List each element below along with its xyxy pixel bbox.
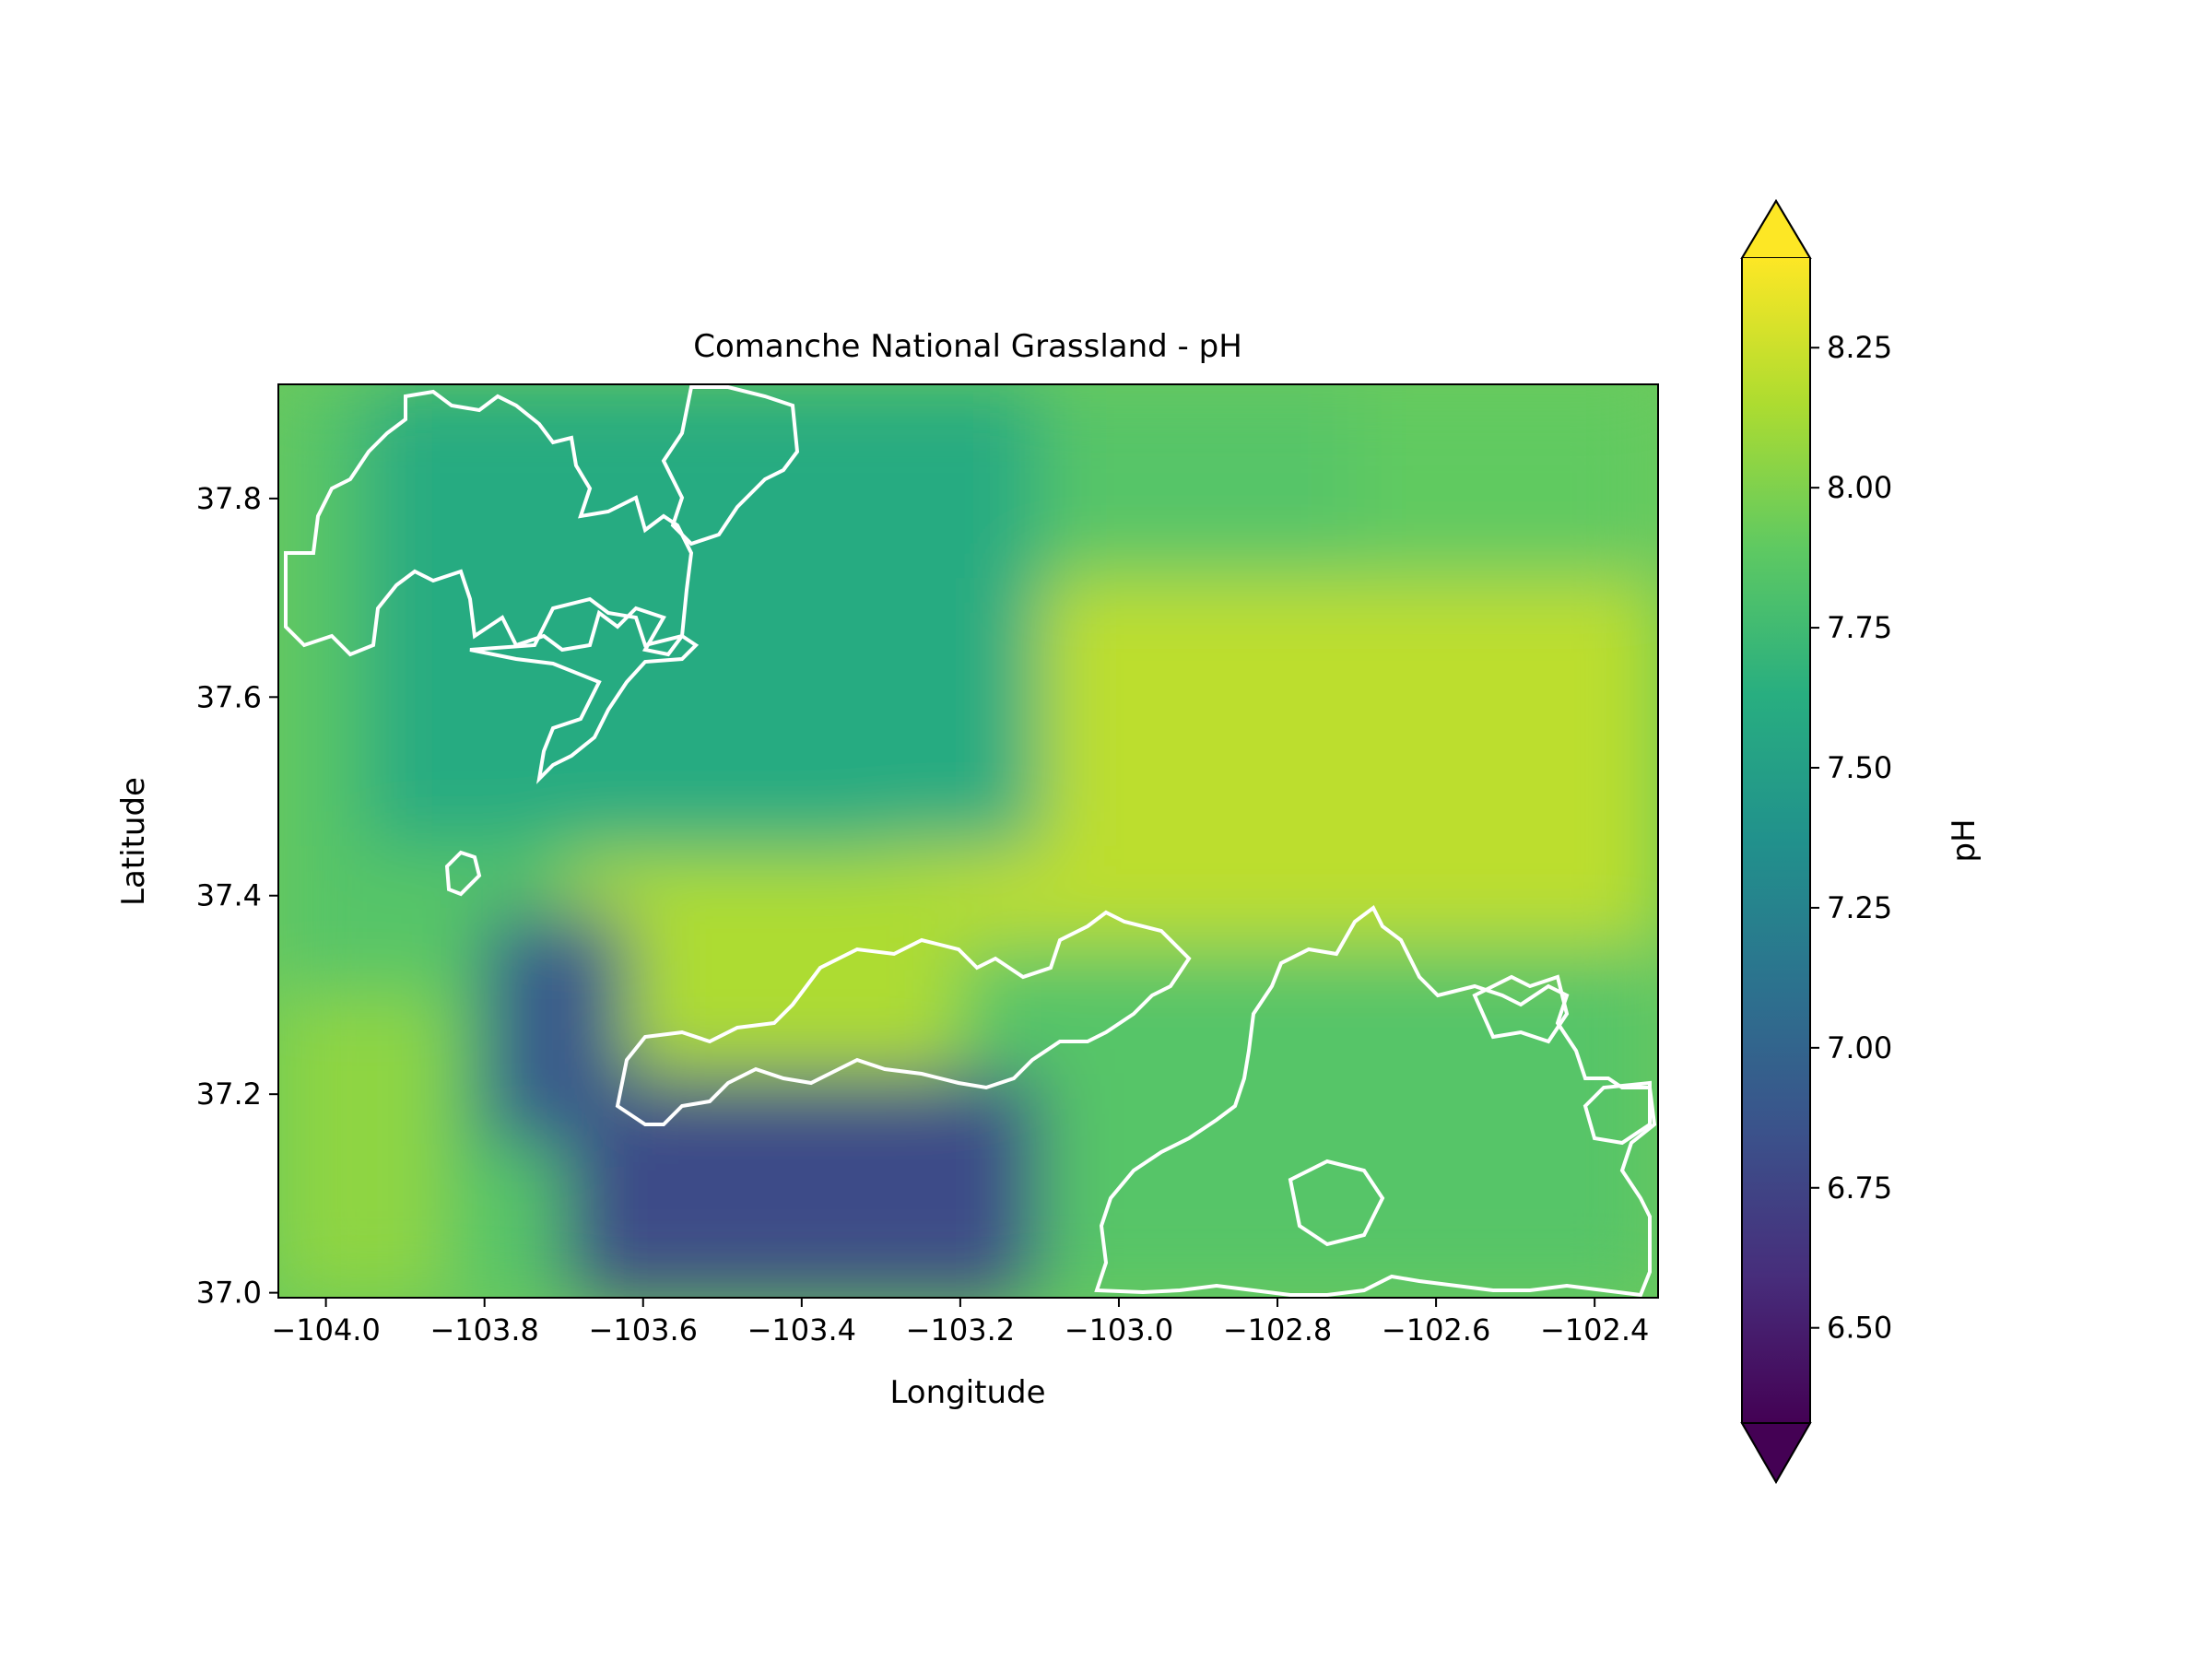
colorbar-tick-label: 8.00 [1827, 470, 1892, 505]
colorbar: 6.50 6.75 7.00 7.25 7.50 7.75 8.00 8.25 pH [1740, 199, 1983, 1484]
boundary-southeast-detail [1288, 1159, 1385, 1247]
ph-region-4 [563, 1074, 1040, 1298]
x-tick-label: −102.8 [1223, 1312, 1332, 1347]
ph-region-6 [1357, 384, 1658, 548]
ph-region-5 [484, 915, 628, 1145]
grassland-boundaries [284, 385, 1657, 1298]
colorbar-tick-label: 6.50 [1827, 1311, 1892, 1346]
y-tick-label: 37.0 [196, 1276, 262, 1311]
colorbar-tick-label: 7.25 [1827, 890, 1892, 925]
boundary-lobe [469, 596, 700, 784]
y-axis-ticks: 37.0 37.2 37.4 37.6 37.8 [196, 481, 278, 1311]
boundary-south-east [1094, 904, 1657, 1298]
colorbar-gradient [1742, 258, 1810, 1423]
boundary-north-center [661, 385, 800, 547]
y-axis-label: Latitude [115, 777, 152, 906]
y-tick-label: 37.4 [196, 878, 262, 913]
ph-region-2 [563, 855, 960, 1075]
colorbar-ticks: 6.50 6.75 7.00 7.25 7.50 7.75 8.00 8.25 [1810, 330, 1892, 1346]
boundary-far-east [1583, 1080, 1652, 1146]
ph-regions [278, 384, 1658, 1298]
boundary-small-west [444, 850, 482, 897]
colorbar-tick-label: 7.50 [1827, 750, 1892, 785]
colorbar-label: pH [1946, 818, 1983, 862]
y-tick-label: 37.8 [196, 481, 262, 516]
chart-title: Comanche National Grassland - pH [693, 328, 1242, 365]
colorbar-frame [1741, 199, 1811, 1484]
colorbar-tick-label: 8.25 [1827, 330, 1892, 365]
x-tick-label: −102.6 [1382, 1312, 1490, 1347]
x-axis-ticks: −104.0 −103.8 −103.6 −103.4 −103.2 −103.0 −102… [271, 1298, 1649, 1347]
ph-region-3 [365, 384, 1040, 846]
map-plot-area [277, 383, 1659, 1299]
x-tick-label: −104.0 [271, 1312, 380, 1347]
x-tick-label: −103.8 [429, 1312, 538, 1347]
colorbar-tick-label: 7.00 [1827, 1030, 1892, 1065]
y-tick-label: 37.2 [196, 1077, 262, 1112]
y-tick-label: 37.6 [196, 679, 262, 714]
colorbar-extend-max [1740, 199, 1812, 259]
x-tick-label: −103.0 [1065, 1312, 1173, 1347]
boundary-south-center [615, 910, 1192, 1126]
colorbar-tick-label: 6.75 [1827, 1171, 1892, 1206]
x-tick-label: −102.4 [1540, 1312, 1649, 1347]
ph-region-7 [278, 994, 445, 1298]
x-tick-label: −103.6 [589, 1312, 698, 1347]
map-frame [277, 383, 1659, 1299]
x-tick-label: −103.4 [747, 1312, 856, 1347]
colorbar-extend-min [1740, 1422, 1812, 1484]
boundary-east-inner [1472, 974, 1570, 1044]
boundary-northwest [284, 389, 694, 657]
colorbar-tick-label: 7.75 [1827, 610, 1892, 645]
x-tick-label: −103.2 [906, 1312, 1015, 1347]
x-axis-label: Longitude [889, 1374, 1045, 1411]
